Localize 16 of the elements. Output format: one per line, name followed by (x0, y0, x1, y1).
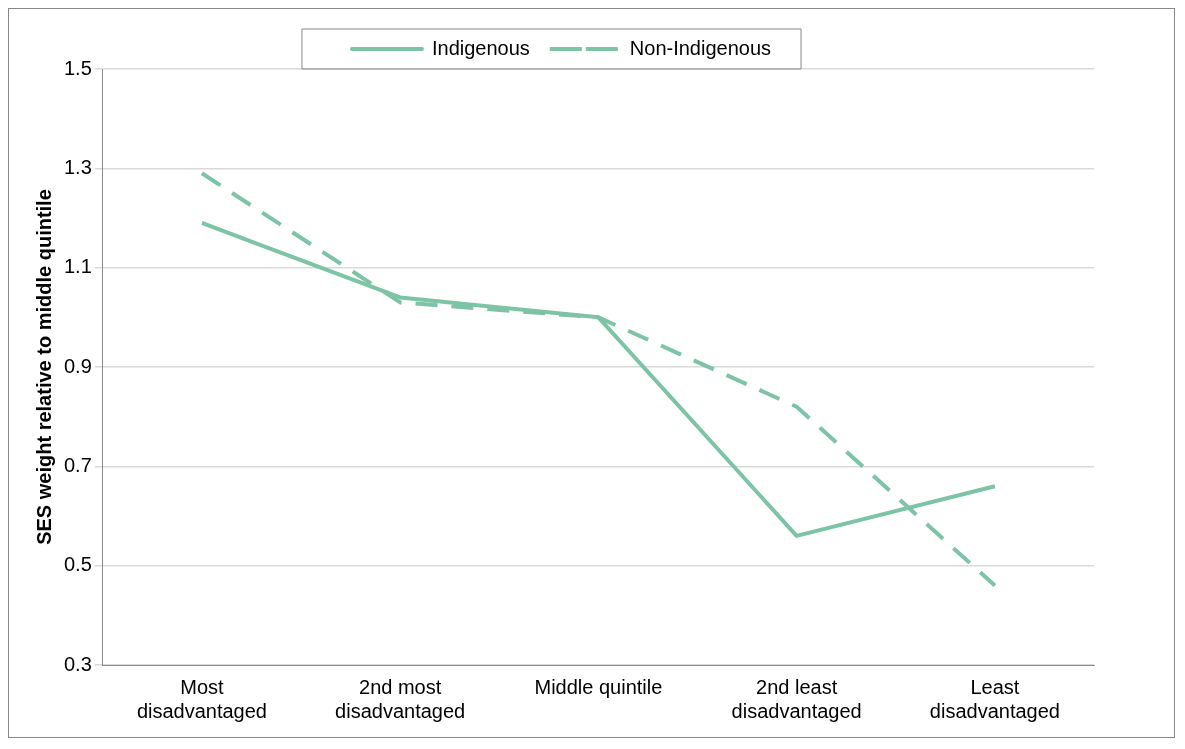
line-series (199, 171, 997, 588)
y-tick-label: 0.7 (63, 453, 92, 476)
y-tick-label: 1.3 (63, 155, 92, 178)
x-tick-label: Middle quintile (534, 675, 663, 698)
x-tick-label: 2nd most disadvantaged (335, 675, 466, 722)
y-tick-label: 1.5 (63, 56, 92, 79)
legend-label: Non-Indigenous (629, 36, 772, 59)
y-tick-label: 0.3 (63, 652, 92, 675)
y-tick-label: 1.1 (63, 255, 92, 278)
x-tick-label: 2nd least disadvantaged (731, 675, 862, 722)
y-tick-label: 0.5 (63, 553, 92, 576)
y-axis-title: SES weight relative to middle quintile (32, 189, 55, 545)
y-tick-label: 0.9 (63, 354, 92, 377)
legend-label: Indigenous (431, 36, 530, 59)
x-tick-label: Least disadvantaged (929, 675, 1060, 722)
x-tick-label: Most disadvantaged (136, 675, 267, 722)
